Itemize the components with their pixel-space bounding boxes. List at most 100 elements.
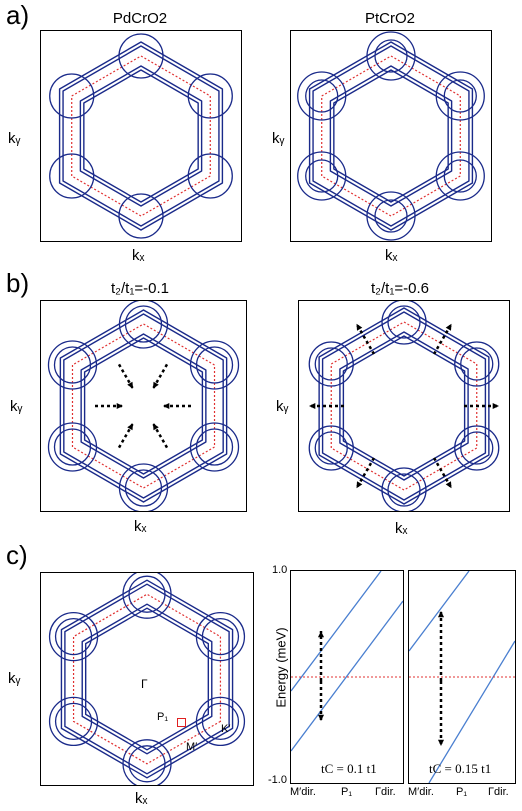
panel-b-label: b) <box>6 268 30 298</box>
outward-arrow-1-head <box>445 481 452 489</box>
corner-pocket-inner-1 <box>128 745 166 783</box>
fermi-band-inner-0 <box>84 607 210 751</box>
p1-marker <box>177 718 186 727</box>
fermi-band-outer-0 <box>58 41 224 231</box>
energy-plot-left: tC = 0.1 t1 <box>290 570 404 784</box>
corner-pocket-inner-5 <box>460 347 494 381</box>
panel-b-right-title: t₂/t₁=-0.6 <box>371 280 429 297</box>
corner-pocket-0 <box>189 422 240 472</box>
xaxis-right-p1: P₁ <box>456 786 468 798</box>
xaxis-right-gamma: Γdir. <box>488 786 509 798</box>
corner-pocket-inner-1 <box>124 469 163 507</box>
corner-pocket-inner-0 <box>443 159 477 193</box>
corner-pocket-inner-5 <box>201 617 240 656</box>
ky-label-b-right: kᵧ <box>276 398 289 415</box>
corner-pocket-inner-2 <box>54 702 93 741</box>
corner-pocket-inner-3 <box>305 79 339 113</box>
ky-label-b-left: kᵧ <box>10 398 23 415</box>
k-prime-label: K′ <box>221 723 231 735</box>
kx-label-b-right: kₓ <box>395 520 408 537</box>
gap-arrow-right-up-head <box>437 611 445 618</box>
kx-label-b-left: kₓ <box>134 518 147 535</box>
p1-point-label: P₁ <box>157 711 169 723</box>
corner-pocket-3 <box>308 341 354 387</box>
corner-pocket-2 <box>47 422 98 472</box>
kx-label-c: kₓ <box>135 790 148 807</box>
tc-label-left: tC = 0.1 t1 <box>321 761 377 776</box>
fermi-band-inner-0 <box>83 337 204 475</box>
panel-c-bz-plot: Γ P₁ K′ M′ <box>40 572 254 786</box>
corner-pocket-4 <box>366 31 416 81</box>
panel-b-left-title: t₂/t₁=-0.1 <box>111 280 169 297</box>
corner-pocket-5 <box>435 71 485 121</box>
outward-arrow-2-head <box>356 481 363 489</box>
fermi-band-inner-1 <box>329 65 453 207</box>
ky-label-a-right: kᵧ <box>272 130 285 147</box>
corner-pocket-1 <box>118 463 169 511</box>
corner-pocket-5 <box>195 611 246 662</box>
corner-pocket-4 <box>118 301 169 349</box>
fermi-band-inner-0 <box>333 69 449 203</box>
corner-pocket-inner-2 <box>314 431 348 465</box>
outward-arrow-4-head <box>356 323 363 331</box>
corner-pocket-inner-0 <box>195 428 234 466</box>
corner-pocket-4 <box>381 301 427 345</box>
gap-arrow-left-down-head <box>317 714 325 721</box>
corner-pocket-4 <box>122 573 172 619</box>
corner-pocket-inner-4 <box>374 39 408 73</box>
fermi-band-outer-1 <box>312 45 470 227</box>
corner-pocket-inner-4 <box>128 575 166 613</box>
ky-label-a-left: kᵧ <box>8 130 21 147</box>
nesting-arrow-2-head <box>127 423 133 431</box>
energy-y-top: 1.0 <box>272 564 288 576</box>
fermi-band-inner-1 <box>81 603 213 755</box>
band-lower-right <box>428 640 515 783</box>
corner-pocket-inner-3 <box>54 617 93 656</box>
corner-pocket-0 <box>435 151 485 201</box>
ky-label-c: kᵧ <box>8 670 21 687</box>
nesting-arrow-3-head <box>116 402 123 410</box>
panel-b-left-plot <box>40 300 247 512</box>
panel-a-label: a) <box>6 0 30 30</box>
xaxis-left-m: M′dir. <box>290 786 316 798</box>
corner-pocket-2 <box>308 425 354 471</box>
corner-pocket-inner-1 <box>387 473 421 507</box>
corner-pocket-4 <box>118 33 164 79</box>
fermi-surface-ptcro2 <box>297 31 485 241</box>
fermi-surface-t2-06 <box>308 301 500 511</box>
fermi-band-outer-1 <box>62 45 220 227</box>
corner-pocket-5 <box>454 341 500 387</box>
outward-arrow-3-head <box>309 402 316 410</box>
corner-pocket-2 <box>48 696 99 747</box>
corner-pocket-3 <box>49 73 95 119</box>
corner-pocket-0 <box>187 153 233 199</box>
nesting-arrow-5-head <box>153 381 159 389</box>
corner-pocket-inner-2 <box>305 159 339 193</box>
energy-ylabel: Energy (meV) <box>273 627 289 708</box>
energy-bands-right <box>409 571 515 783</box>
fermi-band-inner-0 <box>342 335 466 477</box>
band-lower-left <box>291 600 403 752</box>
fermi-surface-pdcro2 <box>49 33 233 239</box>
corner-pocket-5 <box>189 340 240 390</box>
panel-a-left-title: PdCrO2 <box>112 10 168 27</box>
brillouin-zone-boundary <box>72 593 222 765</box>
corner-pocket-inner-0 <box>460 431 494 465</box>
brillouin-zone-boundary <box>71 55 211 217</box>
corner-pocket-2 <box>49 153 95 199</box>
fermi-band-outer-1 <box>63 313 224 499</box>
corner-pocket-inner-5 <box>443 79 477 113</box>
corner-pocket-inner-0 <box>201 702 240 741</box>
corner-pocket-3 <box>297 71 347 121</box>
brillouin-zone-boundary <box>71 323 216 489</box>
fermi-surface-t2-01 <box>47 301 240 511</box>
corner-pocket-inner-1 <box>374 199 408 233</box>
corner-pocket-1 <box>122 739 172 785</box>
fermi-band-outer-0 <box>60 579 234 779</box>
band-upper-right <box>409 571 470 652</box>
corner-pocket-inner-4 <box>124 305 163 343</box>
band-upper-left <box>291 571 382 692</box>
energy-y-bottom: -1.0 <box>268 774 287 786</box>
outward-arrow-0-head <box>492 402 499 410</box>
panel-b-right-plot <box>298 300 510 512</box>
